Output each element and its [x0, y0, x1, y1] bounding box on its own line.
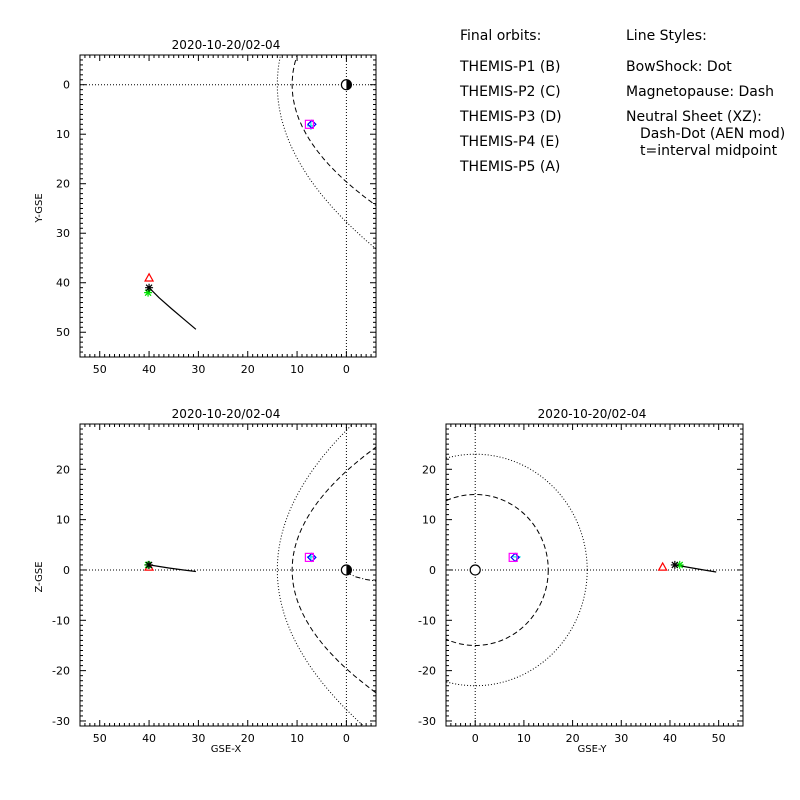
- yz-earth-icon: [469, 564, 481, 576]
- xz-xtick-label: 10: [290, 732, 304, 745]
- xy-xtick-label: 20: [241, 363, 255, 376]
- xy-probe-p5-marker: [304, 119, 314, 129]
- panel-xz-ylabel: Z-GSE: [34, 561, 45, 592]
- yz-probe-p5-marker: [508, 552, 518, 562]
- xy-xtick-label: 50: [93, 363, 107, 376]
- yz-ytick-label: -20: [418, 665, 436, 678]
- xy-orbit-track: [148, 287, 197, 330]
- xz-earth-night-side: [346, 564, 352, 575]
- xz-xtick-label: 20: [241, 732, 255, 745]
- xz-xtick-label: 50: [93, 732, 107, 745]
- xz-xtick-label: 40: [142, 732, 156, 745]
- yz-xtick-label: 50: [712, 732, 726, 745]
- xz-ytick-label: -20: [52, 665, 70, 678]
- panel-xy-ylabel: Y-GSE: [34, 193, 45, 223]
- xy-xtick-label: 10: [290, 363, 304, 376]
- xz-ytick-label: -10: [52, 614, 70, 627]
- yz-probe-p1-marker: [657, 561, 668, 571]
- xz-ytick-label: 10: [56, 514, 70, 527]
- xy-xtick-label: 30: [191, 363, 205, 376]
- yz-xtick-label: 0: [472, 732, 479, 745]
- xy-earth-night-side: [346, 79, 352, 90]
- yz-ytick-label: 0: [429, 564, 436, 577]
- legend-style-magnetopause: Magnetopause: Dash: [626, 84, 774, 100]
- xz-ytick-label: 20: [56, 463, 70, 476]
- xz-probe-p5-marker: [304, 552, 314, 562]
- xz-ytick-label: -30: [52, 715, 70, 728]
- legend-styles-title: Line Styles:: [626, 28, 707, 44]
- panel-yz: 2020-10-20/02-04 GSE-Y 0 10 20 30 40 50 -30 -20…: [418, 407, 744, 755]
- yz-xtick-label: 20: [566, 732, 580, 745]
- xy-ytick-label: 0: [63, 79, 70, 92]
- yz-orbit-track: [674, 564, 717, 573]
- legend-style-midpoint: t=interval midpoint: [640, 143, 778, 159]
- xy-ytick-label: 30: [56, 227, 70, 240]
- legend-style-dash-dot: Dash-Dot (AEN mod): [640, 126, 785, 142]
- panel-xz-title: 2020-10-20/02-04: [172, 407, 281, 421]
- xz-xtick-label: 0: [343, 732, 350, 745]
- legend-style-neutral-sheet: Neutral Sheet (XZ):: [626, 109, 762, 125]
- yz-ytick-label: -10: [418, 614, 436, 627]
- xy-probe-p2-marker: [144, 288, 153, 297]
- xy-xtick-label: 0: [343, 363, 350, 376]
- xy-probe-p1-marker: [144, 272, 155, 282]
- legend: Final orbits: THEMIS-P1 (B) THEMIS-P2 (C…: [459, 28, 785, 175]
- yz-axis-frame: [445, 423, 744, 727]
- yz-probe-p2-marker: [675, 560, 684, 569]
- xy-ytick-label: 50: [56, 326, 70, 339]
- panel-yz-xlabel: GSE-Y: [578, 744, 608, 755]
- yz-track-start-marker: [670, 560, 679, 569]
- yz-bowshock-circle: [446, 453, 588, 687]
- legend-probe-p3: THEMIS-P3 (D): [459, 109, 562, 125]
- xy-ytick-label: 20: [56, 178, 70, 191]
- xy-plot-area: [80, 55, 376, 357]
- xy-ytick-label: 40: [56, 277, 70, 290]
- xz-bowshock-line: [276, 424, 365, 726]
- xz-ytick-label: 0: [63, 564, 70, 577]
- yz-xtick-label: 30: [614, 732, 628, 745]
- yz-ytick-label: 20: [422, 463, 436, 476]
- yz-ytick-label: 10: [422, 514, 436, 527]
- yz-xtick-label: 10: [517, 732, 531, 745]
- legend-probe-p1: THEMIS-P1 (B): [459, 59, 560, 75]
- panel-xy-title: 2020-10-20/02-04: [172, 38, 281, 52]
- xz-neutral-sheet-line: [346, 572, 376, 582]
- legend-probe-p2: THEMIS-P2 (C): [459, 84, 561, 100]
- xy-track-start-marker: [145, 283, 154, 292]
- xy-axis-frame: [79, 54, 377, 358]
- panel-yz-title: 2020-10-20/02-04: [538, 407, 647, 421]
- xz-orbit-track: [149, 564, 196, 573]
- legend-style-bowshock: BowShock: Dot: [626, 59, 732, 75]
- xy-ytick-label: 10: [56, 128, 70, 141]
- xy-probe-p4-marker: [307, 119, 317, 130]
- legend-orbits-title: Final orbits:: [460, 28, 541, 44]
- xz-xtick-label: 30: [191, 732, 205, 745]
- legend-probe-p4: THEMIS-P4 (E): [459, 134, 560, 150]
- xy-xtick-label: 40: [142, 363, 156, 376]
- xz-magnetopause-line: [291, 446, 376, 694]
- panel-xz-xlabel: GSE-X: [211, 744, 242, 755]
- yz-plot-area: [446, 424, 743, 726]
- xz-axis-frame: [79, 423, 377, 727]
- yz-ytick-label: -30: [418, 715, 436, 728]
- xz-plot-area: [80, 424, 376, 726]
- legend-probe-p5: THEMIS-P5 (A): [459, 159, 560, 175]
- panel-xz: 2020-10-20/02-04 GSE-X Z-GSE 50 40 30 20 10 0…: [34, 407, 377, 755]
- xz-track-start-marker: [145, 560, 154, 569]
- yz-magnetopause-circle: [446, 493, 549, 646]
- panel-xy: 2020-10-20/02-04 Y-GSE 50 40 30 20 10 0 0 10 20 3…: [34, 38, 377, 376]
- yz-xtick-label: 40: [663, 732, 677, 745]
